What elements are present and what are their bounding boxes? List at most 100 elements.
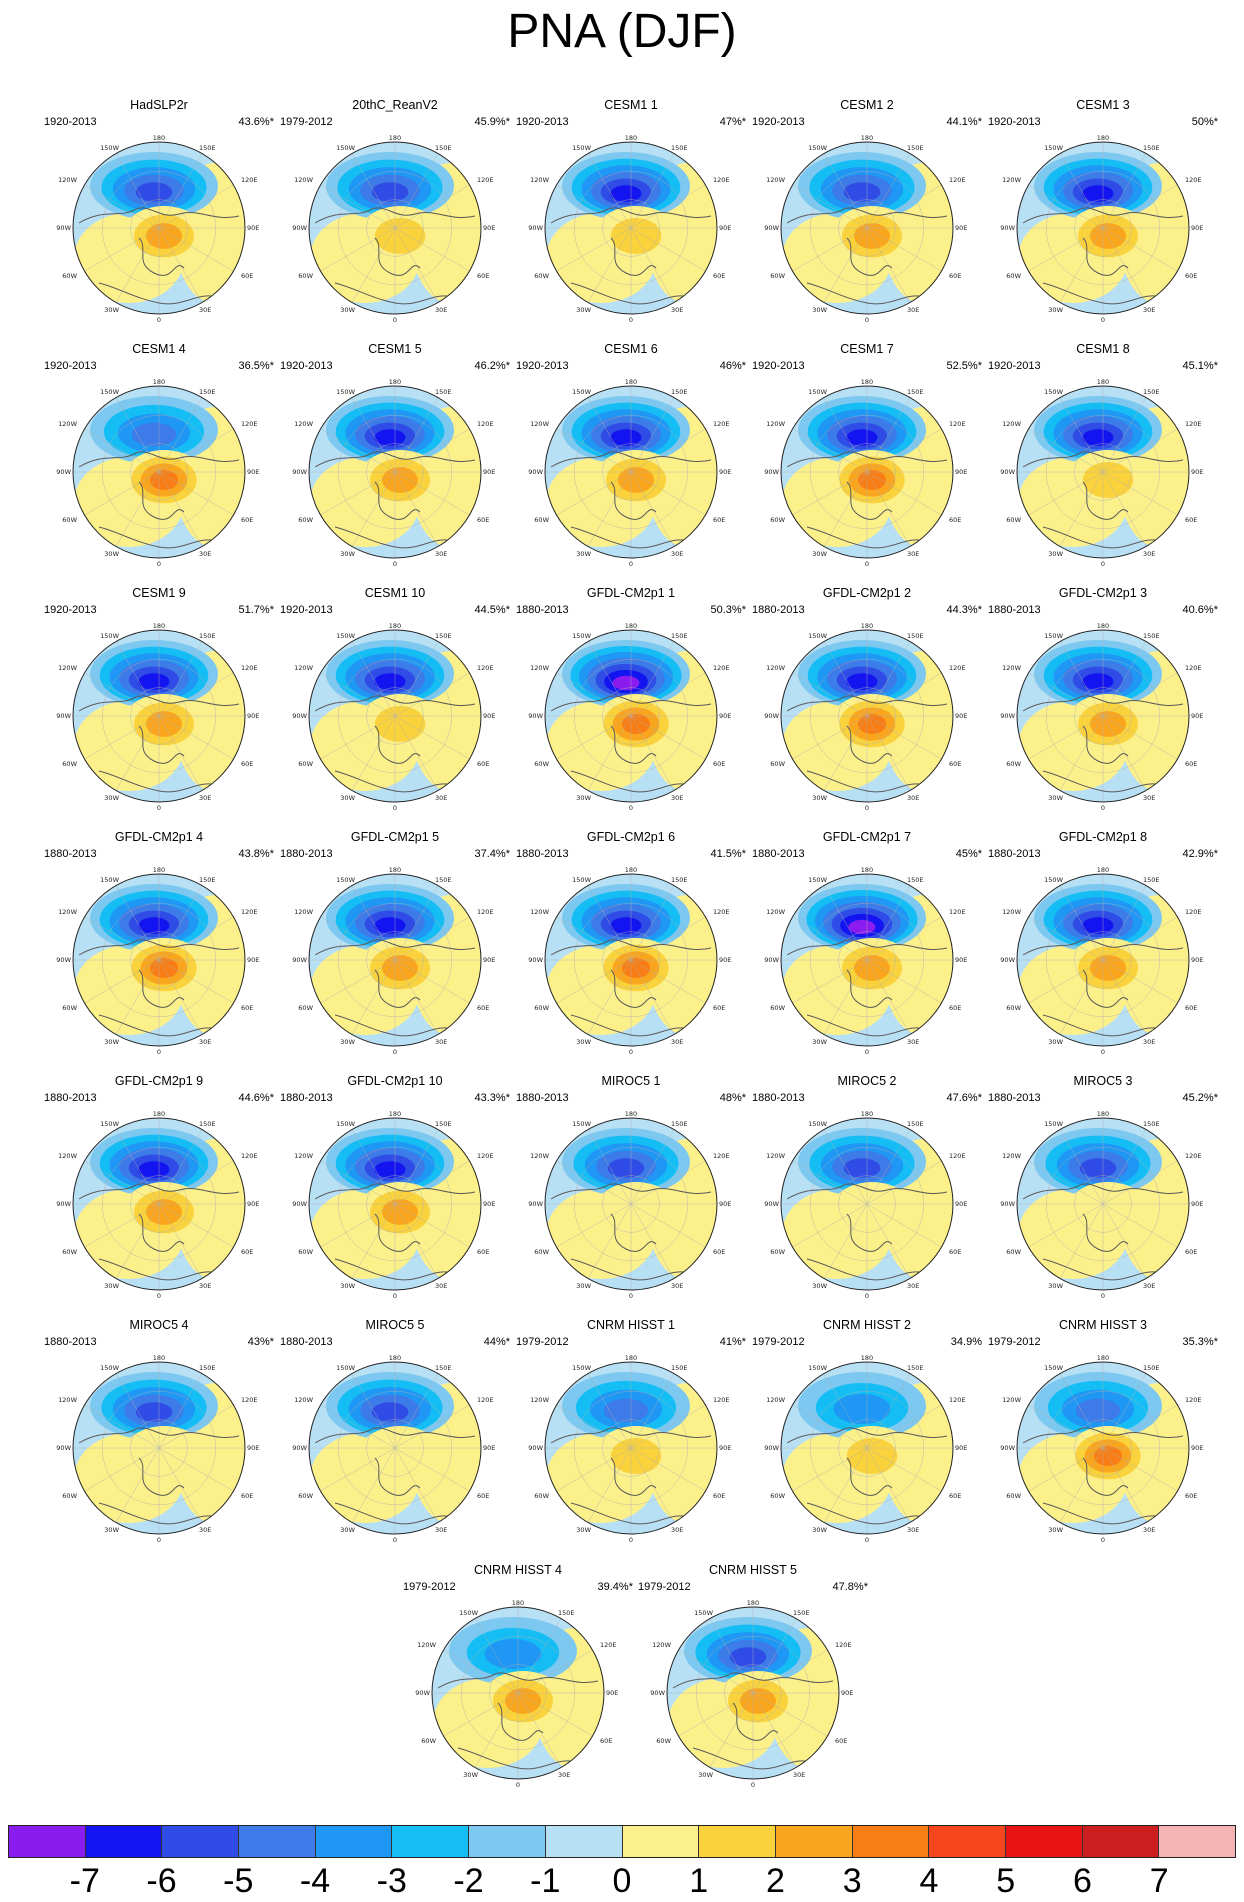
panel-title: GFDL-CM2p1 6 (586, 830, 676, 844)
panel-period: 1920-2013 (44, 604, 97, 616)
negative-anomaly-contour (374, 917, 406, 934)
colorbar-swatch (699, 1826, 776, 1857)
meridian-line (866, 1129, 911, 1205)
panel-explained-variance: 46%* (719, 360, 746, 372)
coastline (1042, 1014, 1164, 1037)
longitude-label: 150E (1143, 144, 1160, 152)
meridian-line (394, 227, 470, 272)
meridian-line (752, 1692, 828, 1737)
longitude-label: 150E (907, 1364, 924, 1372)
longitude-label: 120W (294, 1396, 313, 1404)
polar-map: 180 150W 150E 120W 120E 90W 90E 60W 60E 30W 30E 0 (1000, 1110, 1203, 1300)
longitude-label: 120W (766, 908, 785, 916)
polar-map: 180 150W 150E 120W 120E 90W 90E 60W 60E 30W 30E 0 (528, 134, 731, 324)
coastline (314, 695, 476, 712)
longitude-label: 90W (56, 1444, 71, 1452)
meridian-line (587, 885, 632, 961)
map-border (780, 873, 954, 1047)
longitude-label: 90W (764, 224, 779, 232)
longitude-label: 90W (56, 956, 71, 964)
meridian-line (1028, 916, 1104, 961)
polar-map: 180 150W 150E 120W 120E 90W 90E 60W 60E 30W 30E 0 (764, 622, 967, 812)
meridian-line (1102, 885, 1147, 961)
meridian-line (1102, 471, 1178, 516)
longitude-label: 150E (435, 1120, 452, 1128)
longitude-label: 90W (292, 1444, 307, 1452)
polar-map: 180 150W 150E 120W 120E 90W 90E 60W 60E 30W 30E 0 (1000, 622, 1203, 812)
longitude-label: 150W (336, 144, 355, 152)
meridian-line (678, 1692, 754, 1737)
meridian-line (866, 184, 942, 229)
meridian-line (1059, 397, 1104, 473)
meridian-line (792, 471, 868, 516)
map-panel: HadSLP2r 1920-2013 43.6%* 180 150W 150E 120W 12… (44, 98, 274, 336)
colorbar-swatch (1159, 1826, 1235, 1857)
longitude-label: 90E (1191, 224, 1203, 232)
panel-period: 1880-2013 (752, 604, 805, 616)
longitude-label: 90W (1000, 1444, 1015, 1452)
panel-explained-variance: 39.4%* (597, 1581, 633, 1593)
parallel-circle (602, 931, 660, 989)
map-panel: GFDL-CM2p1 1 1880-2013 50.3%* 180 150W 150E 12… (516, 586, 746, 824)
coastline (334, 1258, 456, 1281)
panel-period: 1880-2013 (516, 604, 569, 616)
map-border (1016, 1117, 1190, 1291)
meridian-line (1028, 715, 1104, 760)
parallel-circle (366, 687, 424, 745)
longitude-label: 90W (56, 1200, 71, 1208)
positive-anomaly-contour (740, 1688, 776, 1714)
longitude-label: 120W (1002, 420, 1021, 428)
meridian-line (556, 1203, 632, 1248)
parallel-circle (810, 171, 924, 285)
polar-map: 180 150W 150E 120W 120E 90W 90E 60W 60E 30W 30E 0 (764, 1110, 967, 1300)
colorbar-swatch (775, 1826, 853, 1857)
longitude-label: 150W (808, 1120, 827, 1128)
coastline (786, 451, 948, 468)
longitude-label: 90E (483, 1200, 495, 1208)
longitude-label: 30W (576, 1282, 591, 1290)
coastline (374, 481, 421, 520)
longitude-label: 30W (340, 550, 355, 558)
longitude-label: 30W (104, 550, 119, 558)
longitude-label: 60E (477, 516, 489, 524)
meridian-line (394, 1129, 439, 1205)
polar-map: 180 150W 150E 120W 120E 90W 90E 60W 60E 30W 30E 0 (528, 622, 731, 812)
meridian-line (866, 959, 942, 1004)
meridian-line (823, 153, 868, 229)
longitude-label: 60W (298, 1004, 313, 1012)
map-panel: CESM1 10 1920-2013 44.5%* 180 150W 150E 120W 12… (280, 586, 510, 824)
meridian-line (394, 1447, 470, 1492)
longitude-label: 180 (1097, 866, 1109, 874)
longitude-label: 60E (713, 1492, 725, 1500)
longitude-label: 150W (1044, 388, 1063, 396)
panel-title: GFDL-CM2p1 8 (1058, 830, 1148, 844)
longitude-label: 120E (1185, 420, 1202, 428)
meridian-line (394, 715, 470, 760)
longitude-label: 150E (1143, 876, 1160, 884)
panel-title: CESM1 3 (1076, 98, 1130, 112)
meridian-line (823, 1203, 868, 1279)
longitude-label: 90W (1000, 1200, 1015, 1208)
meridian-line (1102, 1404, 1178, 1449)
meridian-line (866, 471, 942, 516)
longitude-label: 90W (528, 712, 543, 720)
positive-anomaly-contour (1090, 223, 1126, 249)
longitude-label: 30W (340, 1526, 355, 1534)
positive-anomaly-contour (374, 218, 426, 254)
coastline (98, 1014, 220, 1037)
parallel-circle (130, 1175, 188, 1233)
meridian-line (1102, 1447, 1178, 1492)
meridian-line (630, 1129, 675, 1205)
parallel-circle (838, 687, 896, 745)
polar-map: 180 150W 150E 120W 120E 90W 90E 60W 60E 30W 30E 0 (764, 1354, 967, 1544)
coastline (138, 1457, 185, 1496)
longitude-label: 60E (241, 760, 253, 768)
parallel-circle (338, 1391, 452, 1505)
longitude-label: 90E (247, 1200, 259, 1208)
map-border (72, 385, 246, 559)
panel-title: CNRM HISST 2 (823, 1318, 911, 1332)
longitude-label: 150W (1044, 1364, 1063, 1372)
colorbar-tick-label: 5 (996, 1862, 1016, 1900)
longitude-label: 120E (949, 1152, 966, 1160)
longitude-label: 120W (58, 908, 77, 916)
